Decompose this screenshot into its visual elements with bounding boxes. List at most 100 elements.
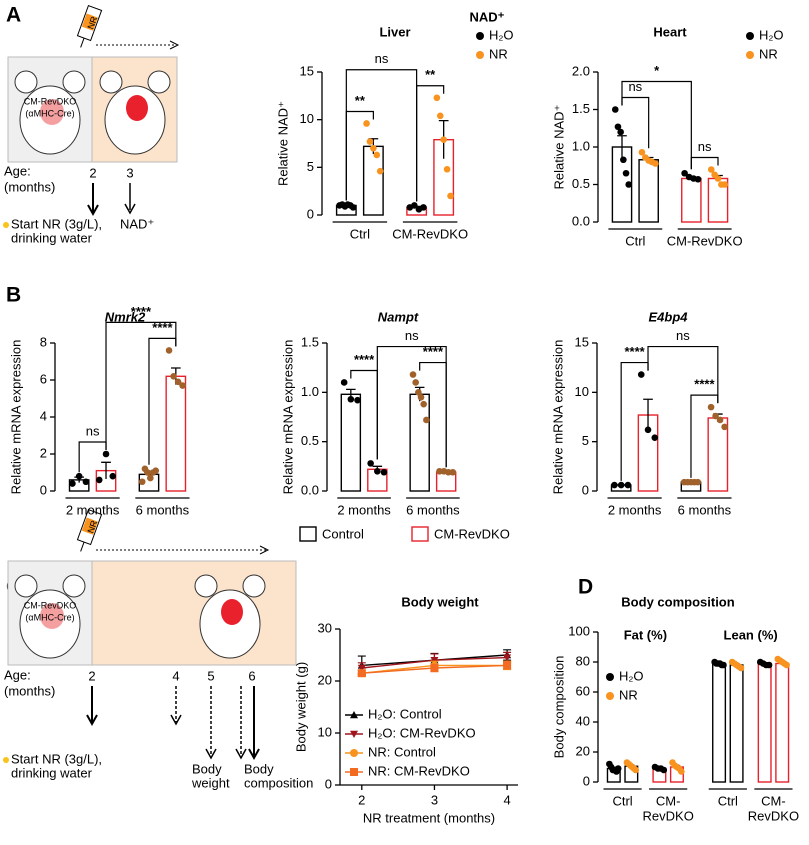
y-tick-label: 0 [307, 206, 314, 221]
group-label: 6 months [406, 502, 460, 517]
data-point [417, 393, 425, 401]
data-point [681, 169, 688, 177]
y-tick-label: 8 [40, 334, 47, 349]
data-point [354, 396, 361, 404]
significance-label: **** [694, 377, 715, 392]
chart-title: Heart [653, 24, 687, 39]
y-tick-label: 20 [318, 672, 332, 687]
data-point [721, 423, 728, 431]
arrow-head [169, 40, 180, 50]
y-axis-label: Relative NAD⁺ [551, 105, 566, 190]
significance-label: **** [354, 352, 375, 367]
data-point [412, 379, 419, 386]
group-label: CM- [761, 793, 786, 808]
legend-label: NR: Control [368, 744, 436, 759]
group-label: Ctrl [612, 793, 632, 808]
legend-label: NR [759, 46, 778, 61]
bar [340, 393, 362, 492]
data-point [420, 400, 427, 408]
significance-bracket [621, 80, 692, 170]
significance-label: * [654, 63, 660, 78]
y-tick-label: 5 [307, 159, 314, 174]
data-point [624, 481, 632, 489]
age-unit: (months) [4, 179, 55, 194]
data-point [430, 664, 439, 672]
bar [638, 159, 659, 223]
data-point [783, 661, 790, 669]
y-tick-label: 1.5 [301, 334, 319, 349]
age: 2 [89, 165, 96, 180]
data-point [380, 468, 388, 476]
mouse-label: CM-RevDKO [24, 96, 77, 106]
y-tick-label: 6 [40, 371, 47, 386]
bar [729, 664, 744, 783]
data-point [420, 204, 427, 211]
legend-swatch [411, 526, 429, 542]
data-point [637, 371, 645, 378]
y-tick-label: 0 [583, 773, 590, 788]
data-point [436, 112, 444, 120]
syringe [76, 4, 103, 48]
group-label: RevDKO [748, 808, 799, 823]
y-tick-label: 0 [582, 482, 589, 497]
drug-label: NR [85, 518, 99, 534]
age: 6 [248, 668, 255, 683]
mouse-label: (αMHC-Cre) [25, 612, 74, 622]
legend-label: H₂O [759, 27, 784, 42]
age: 2 [88, 668, 95, 683]
significance-label: ns [86, 423, 100, 438]
data-point [367, 460, 374, 467]
chart-title: Liver [379, 24, 410, 39]
y-tick-label: 60 [576, 683, 590, 698]
mouse-label: CM-RevDKO [24, 600, 77, 610]
data-point [678, 768, 685, 775]
group-label: CM-RevDKO [667, 233, 743, 248]
data-point [447, 192, 454, 200]
panel-label: D [578, 576, 593, 599]
data-point [503, 654, 512, 662]
legend-marker [350, 711, 358, 719]
y-tick-label: 0 [40, 482, 47, 497]
data-point [102, 450, 110, 458]
data-point [433, 94, 441, 102]
data-point [694, 175, 702, 183]
data-point [152, 467, 160, 474]
data-point [415, 389, 422, 396]
note: drinking water [11, 765, 93, 780]
y-axis-label: Relative mRNA expression [8, 340, 23, 495]
y-tick-label: 2.0 [572, 63, 590, 78]
significance-label: ns [698, 139, 712, 154]
data-point [357, 664, 366, 672]
bar [775, 662, 790, 783]
significance-bracket [345, 69, 418, 202]
significance-label: **** [624, 344, 645, 359]
data-point [651, 434, 659, 442]
age-label: Age: [4, 163, 31, 178]
legend-marker [606, 673, 614, 681]
significance-label: **** [152, 320, 173, 335]
panel-label: A [6, 4, 21, 27]
data-point [712, 412, 719, 420]
section-title: Fat (%) [624, 627, 667, 642]
data-point [503, 661, 512, 670]
data-point [69, 480, 76, 487]
readout: weight [191, 775, 230, 790]
y-tick-label: 80 [576, 653, 590, 668]
bar [681, 177, 702, 223]
error-bar [643, 398, 653, 431]
y-tick-label: 20 [576, 743, 590, 758]
data-point [423, 416, 430, 424]
data-point [109, 472, 117, 480]
data-point [638, 148, 646, 156]
bar [362, 145, 384, 216]
note: Start NR (3g/L), [11, 751, 102, 766]
y-tick-label: 5 [582, 433, 589, 448]
data-point [144, 469, 151, 476]
data-point [443, 165, 451, 173]
legend-marker [746, 32, 754, 40]
data-point [174, 378, 182, 386]
data-point [374, 467, 381, 475]
group-label: 6 months [678, 502, 732, 517]
y-tick-label: 10 [318, 724, 332, 739]
data-point [622, 169, 630, 177]
